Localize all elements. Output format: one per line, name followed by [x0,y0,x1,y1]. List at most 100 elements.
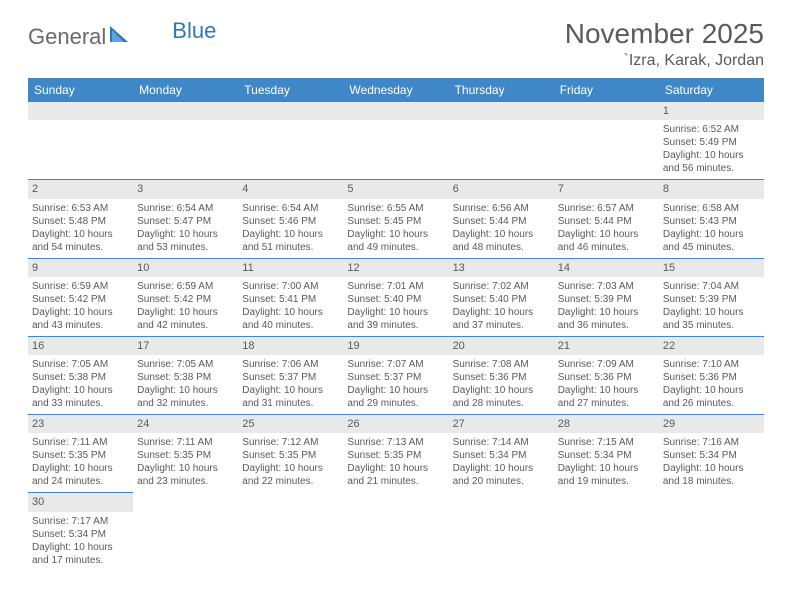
calendar-cell: 19 Sunrise: 7:07 AMSunset: 5:37 PMDayligh… [343,336,448,414]
calendar-cell: 20Sunrise: 7:08 AMSunset: 5:36 PMDayligh… [449,336,554,414]
daylight-line: Daylight: 10 hours and 27 minutes. [558,384,655,410]
calendar-body: 1 Sunrise: 6:52 AMSunset: 5:49 PMDaylight… [28,102,764,571]
calendar-cell: 23 Sunrise: 7:11 AMSunset: 5:35 PMDayligh… [28,415,133,493]
calendar-cell: 17 Sunrise: 7:05 AMSunset: 5:38 PMDayligh… [133,336,238,414]
day-details: Sunrise: 6:52 AMSunset: 5:49 PMDaylight:… [663,123,760,175]
sunrise-line: Sunrise: 7:08 AM [453,358,550,371]
day-details: Sunrise: 7:02 AMSunset: 5:40 PMDaylight:… [453,280,550,332]
day-number: 10 [133,259,238,277]
sunrise-line: Sunrise: 7:11 AM [137,436,234,449]
day-number: 24 [133,415,238,433]
day-details: Sunrise: 7:14 AMSunset: 5:34 PMDaylight:… [453,436,550,488]
sunrise-line: Sunrise: 6:59 AM [32,280,129,293]
day-details: Sunrise: 7:11 AMSunset: 5:35 PMDaylight:… [32,436,129,488]
sunset-line: Sunset: 5:38 PM [32,371,129,384]
day-details: Sunrise: 7:13 AMSunset: 5:35 PMDaylight:… [347,436,444,488]
calendar-cell: 29Sunrise: 7:16 AMSunset: 5:34 PMDayligh… [659,415,764,493]
daylight-line: Daylight: 10 hours and 37 minutes. [453,306,550,332]
sunset-line: Sunset: 5:45 PM [347,215,444,228]
sunrise-line: Sunrise: 6:54 AM [242,202,339,215]
day-number: 8 [659,180,764,198]
sunset-line: Sunset: 5:42 PM [32,293,129,306]
sunset-line: Sunset: 5:39 PM [663,293,760,306]
calendar-cell: 13Sunrise: 7:02 AMSunset: 5:40 PMDayligh… [449,258,554,336]
daylight-line: Daylight: 10 hours and 21 minutes. [347,462,444,488]
calendar-cell: 5Sunrise: 6:55 AMSunset: 5:45 PMDaylight… [343,180,448,258]
daylight-line: Daylight: 10 hours and 22 minutes. [242,462,339,488]
day-details: Sunrise: 6:53 AMSunset: 5:48 PMDaylight:… [32,202,129,254]
day-number: 6 [449,180,554,198]
sunset-line: Sunset: 5:49 PM [663,136,760,149]
sunrise-line: Sunrise: 7:15 AM [558,436,655,449]
daylight-line: Daylight: 10 hours and 26 minutes. [663,384,760,410]
daylight-line: Daylight: 10 hours and 18 minutes. [663,462,760,488]
calendar-cell: 15Sunrise: 7:04 AMSunset: 5:39 PMDayligh… [659,258,764,336]
daylight-line: Daylight: 10 hours and 51 minutes. [242,228,339,254]
sunset-line: Sunset: 5:44 PM [558,215,655,228]
sunset-line: Sunset: 5:46 PM [242,215,339,228]
day-details: Sunrise: 6:54 AMSunset: 5:46 PMDaylight:… [242,202,339,254]
sunrise-line: Sunrise: 7:06 AM [242,358,339,371]
calendar-cell [343,102,448,180]
day-details: Sunrise: 7:09 AMSunset: 5:36 PMDaylight:… [558,358,655,410]
daylight-line: Daylight: 10 hours and 33 minutes. [32,384,129,410]
sunset-line: Sunset: 5:35 PM [347,449,444,462]
day-number: 19 [343,337,448,355]
calendar-cell [28,102,133,180]
calendar-cell [343,493,448,571]
title-block: November 2025 `Izra, Karak, Jordan [565,18,764,70]
calendar-cell: 3Sunrise: 6:54 AMSunset: 5:47 PMDaylight… [133,180,238,258]
blank-day [133,102,238,120]
sunset-line: Sunset: 5:35 PM [137,449,234,462]
day-details: Sunrise: 7:06 AMSunset: 5:37 PMDaylight:… [242,358,339,410]
day-details: Sunrise: 7:11 AMSunset: 5:35 PMDaylight:… [137,436,234,488]
calendar-cell: 4 Sunrise: 6:54 AMSunset: 5:46 PMDaylight… [238,180,343,258]
day-details: Sunrise: 7:04 AMSunset: 5:39 PMDaylight:… [663,280,760,332]
sunrise-line: Sunrise: 6:54 AM [137,202,234,215]
calendar-cell [133,102,238,180]
day-number: 12 [343,259,448,277]
calendar-cell: 10Sunrise: 6:59 AMSunset: 5:42 PMDayligh… [133,258,238,336]
brand-part1: General [28,24,106,50]
day-details: Sunrise: 7:12 AMSunset: 5:35 PMDaylight:… [242,436,339,488]
day-number: 23 [28,415,133,433]
calendar-cell: 2 Sunrise: 6:53 AMSunset: 5:48 PMDaylight… [28,180,133,258]
day-number: 16 [28,337,133,355]
sunset-line: Sunset: 5:34 PM [558,449,655,462]
calendar-cell: 25 Sunrise: 7:12 AMSunset: 5:35 PMDayligh… [238,415,343,493]
day-details: Sunrise: 7:07 AMSunset: 5:37 PMDaylight:… [347,358,444,410]
daylight-line: Daylight: 10 hours and 28 minutes. [453,384,550,410]
day-number: 21 [554,337,659,355]
sunset-line: Sunset: 5:35 PM [32,449,129,462]
day-number: 1 [659,102,764,120]
sunrise-line: Sunrise: 7:11 AM [32,436,129,449]
sunset-line: Sunset: 5:39 PM [558,293,655,306]
sunrise-line: Sunrise: 7:14 AM [453,436,550,449]
calendar-cell: 24 Sunrise: 7:11 AMSunset: 5:35 PMDayligh… [133,415,238,493]
sunrise-line: Sunrise: 7:05 AM [137,358,234,371]
blank-day [28,102,133,120]
blank-day [554,102,659,120]
day-details: Sunrise: 7:05 AMSunset: 5:38 PMDaylight:… [137,358,234,410]
sunrise-line: Sunrise: 7:03 AM [558,280,655,293]
sunrise-line: Sunrise: 7:16 AM [663,436,760,449]
calendar-cell: 1 Sunrise: 6:52 AMSunset: 5:49 PMDaylight… [659,102,764,180]
day-number: 4 [238,180,343,198]
calendar-cell: 22Sunrise: 7:10 AMSunset: 5:36 PMDayligh… [659,336,764,414]
daylight-line: Daylight: 10 hours and 49 minutes. [347,228,444,254]
weekday-header: Wednesday [343,78,448,102]
day-number: 17 [133,337,238,355]
sunrise-line: Sunrise: 6:56 AM [453,202,550,215]
day-number: 2 [28,180,133,198]
calendar-cell: 18Sunrise: 7:06 AMSunset: 5:37 PMDayligh… [238,336,343,414]
calendar-week: 30Sunrise: 7:17 AMSunset: 5:34 PMDayligh… [28,493,764,571]
page: General Blue November 2025 `Izra, Karak,… [0,0,792,581]
sunset-line: Sunset: 5:47 PM [137,215,234,228]
calendar-cell: 16Sunrise: 7:05 AMSunset: 5:38 PMDayligh… [28,336,133,414]
sunset-line: Sunset: 5:37 PM [347,371,444,384]
calendar-cell [659,493,764,571]
calendar-week: 9Sunrise: 6:59 AMSunset: 5:42 PMDaylight… [28,258,764,336]
calendar-cell: 12Sunrise: 7:01 AMSunset: 5:40 PMDayligh… [343,258,448,336]
sunset-line: Sunset: 5:38 PM [137,371,234,384]
day-number: 25 [238,415,343,433]
